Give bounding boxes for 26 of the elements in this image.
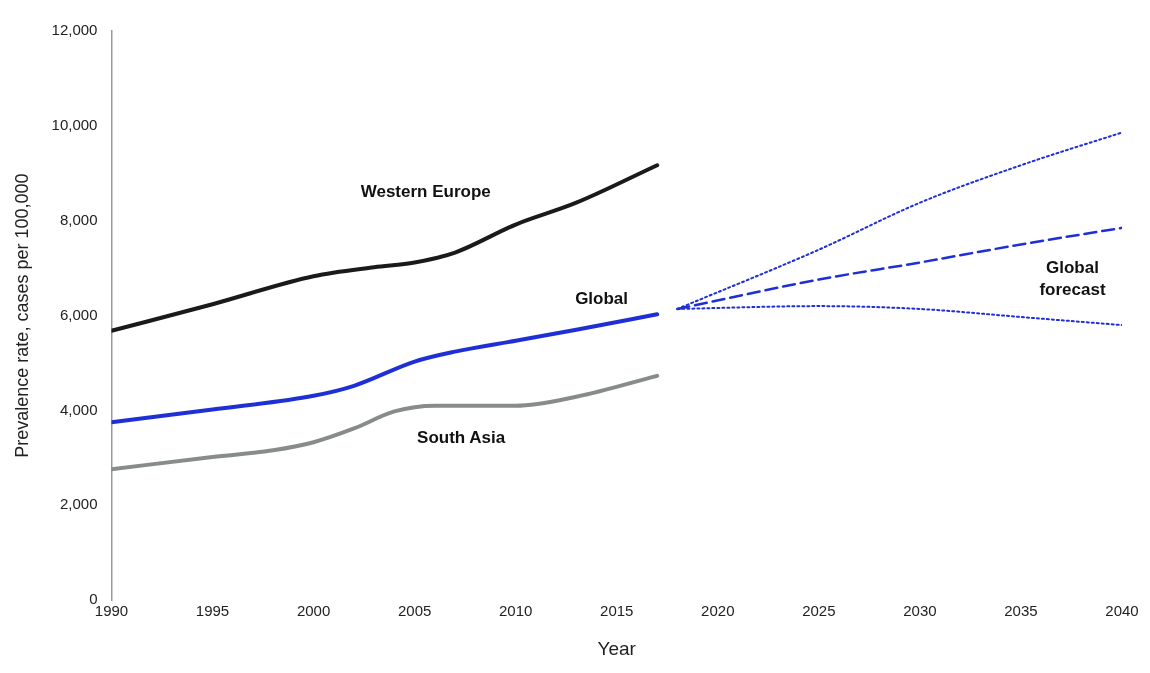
x-tick-label: 2015 xyxy=(600,602,634,620)
x-tick-label: 2035 xyxy=(1004,602,1038,620)
series-label: Western Europe xyxy=(360,182,491,202)
line-series xyxy=(111,163,660,333)
y-tick-label: 4,000 xyxy=(59,400,98,418)
y-axis-title: Prevalence rate, cases per 100,000 xyxy=(11,173,32,458)
series-label: South Asia xyxy=(417,428,506,448)
y-tick-label: 6,000 xyxy=(59,305,98,323)
line-series xyxy=(111,373,660,472)
x-axis-title: Year xyxy=(597,637,637,659)
line-series xyxy=(111,312,660,425)
x-tick-label: 1995 xyxy=(195,602,230,620)
x-tick-label: 2030 xyxy=(903,602,937,620)
x-tick-label: 2025 xyxy=(802,602,836,620)
x-tick-label: 2005 xyxy=(397,602,432,620)
x-tick-label: 2000 xyxy=(296,602,331,620)
y-tick-label: 12,000 xyxy=(51,21,98,39)
x-tick-label: 2040 xyxy=(1105,602,1139,620)
y-tick-label: 10,000 xyxy=(51,116,98,134)
series-label: Global forecast xyxy=(1039,257,1106,299)
x-tick-label: 2010 xyxy=(499,602,533,620)
x-tick-label: 2020 xyxy=(701,602,735,620)
y-tick-label: 8,000 xyxy=(59,210,98,228)
series-label: Global xyxy=(575,288,629,308)
y-tick-label: 0 xyxy=(89,590,98,608)
y-tick-label: 2,000 xyxy=(59,495,98,513)
